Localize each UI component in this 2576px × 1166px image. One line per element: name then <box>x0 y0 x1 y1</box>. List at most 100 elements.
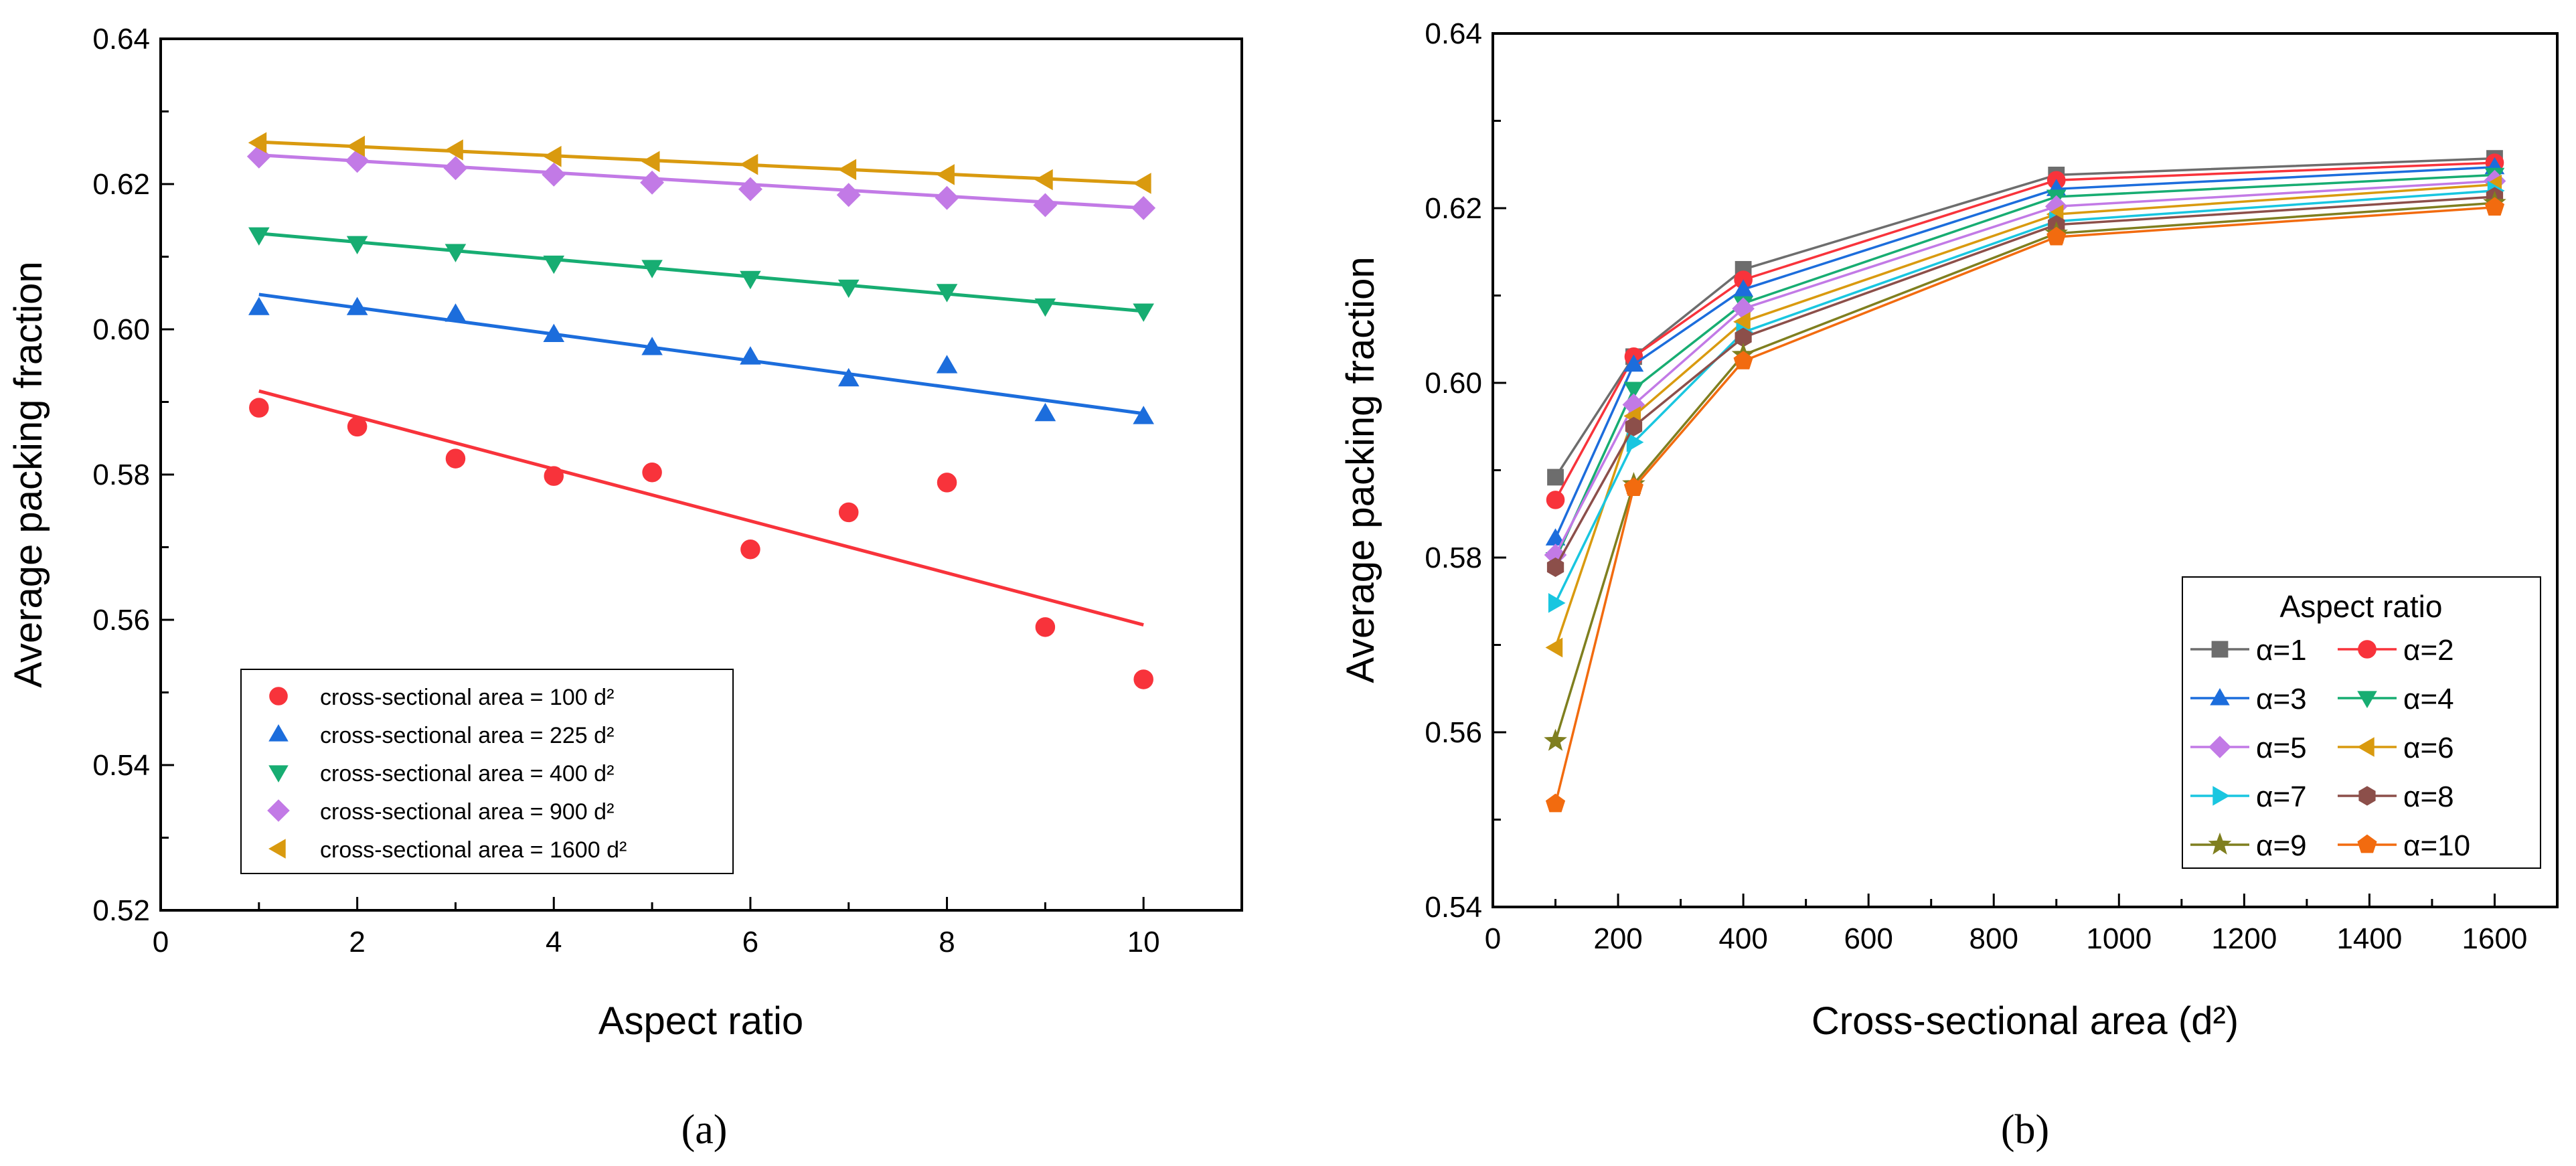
chart-b-xtick-label-400: 400 <box>1718 922 1767 955</box>
chart-b-ytick-label-0-58: 0.58 <box>1425 542 1482 574</box>
chart-a-point-5-9 <box>1034 169 1053 191</box>
chart-a-point-3-7 <box>837 279 860 299</box>
chart-a-point-5-6 <box>739 153 758 175</box>
chart-b-marks <box>1544 150 2506 813</box>
chart-a-point-5-4 <box>543 145 562 167</box>
chart-b-ytick-label-0-62: 0.62 <box>1425 192 1482 225</box>
chart-b-ytick-label-0-64: 0.64 <box>1425 17 1482 50</box>
chart-a-ytick-label-0-64: 0.64 <box>92 23 150 56</box>
chart-a-scatter: 0 2 4 6 8 10 0.52 0.54 0.56 0.58 0.60 0.62 0.64 Aspe… <box>7 23 1243 1153</box>
chart-a-point-1-6 <box>740 539 760 560</box>
chart-a-fit-line-4 <box>258 153 1144 210</box>
chart-b-legend-marker-10 <box>2357 834 2377 853</box>
chart-a-xtick-label-10: 10 <box>1127 926 1160 959</box>
chart-b-point-10-100 <box>1545 793 1566 813</box>
chart-a-panel-label: (a) <box>681 1107 728 1153</box>
chart-a-point-2-4 <box>543 323 565 342</box>
chart-a-ytick-label-0-52: 0.52 <box>92 894 150 927</box>
chart-b-legend-title: Aspect ratio <box>2280 589 2443 624</box>
chart-b-legend-marker-2 <box>2358 640 2377 659</box>
chart-b-ytick-label-0-54: 0.54 <box>1425 891 1482 924</box>
chart-a-ytick-label-0-60: 0.60 <box>92 313 150 346</box>
chart-a-legend-marker-5 <box>268 839 286 859</box>
chart-b-legend-marker-1 <box>2211 641 2229 658</box>
chart-b-point-7-225 <box>1626 432 1644 452</box>
chart-a-legend-label-3: cross-sectional area = 400 d² <box>320 761 614 786</box>
chart-b-point-7-100 <box>1548 593 1566 613</box>
chart-a-point-4-5 <box>640 170 665 195</box>
chart-a-point-2-1 <box>248 297 270 315</box>
chart-a-point-4-6 <box>738 177 762 201</box>
chart-b-point-1-100 <box>1547 469 1564 486</box>
chart-a-point-3-2 <box>346 236 368 255</box>
chart-b-legend-marker-8 <box>2358 786 2376 806</box>
chart-a-point-3-8 <box>936 284 958 303</box>
chart-a-point-1-10 <box>1133 669 1153 689</box>
chart-a-point-5-5 <box>641 151 660 173</box>
chart-b-ticks: 0 200 400 600 800 1000 1200 1400 1600 0.54 0.56 0.5… <box>1425 17 2559 955</box>
chart-b-ylabel: Average packing fraction <box>1339 256 1382 683</box>
chart-a-legend-marker-3 <box>268 765 289 783</box>
chart-b-legend-marker-5 <box>2208 736 2231 758</box>
chart-a-point-1-3 <box>445 448 466 469</box>
chart-b-panel-label: (b) <box>2001 1107 2049 1153</box>
chart-b-legend-label-10: α=10 <box>2403 829 2470 862</box>
chart-a-ytick-label-0-62: 0.62 <box>92 168 150 201</box>
chart-b-point-3-400 <box>1733 279 1753 297</box>
chart-b-legend-label-9: α=9 <box>2256 829 2307 862</box>
chart-b-legend-box <box>2182 576 2541 869</box>
chart-b-point-8-225 <box>1625 416 1643 436</box>
chart-a-point-4-9 <box>1033 193 1058 218</box>
chart-a-series-2 <box>248 293 1154 424</box>
chart-a-point-2-8 <box>936 355 958 373</box>
chart-b-legend-label-8: α=8 <box>2403 780 2454 813</box>
chart-a-point-1-5 <box>642 462 662 483</box>
chart-a-xtick-label-2: 2 <box>349 926 365 959</box>
chart-b-point-2-100 <box>1546 491 1565 509</box>
chart-a-point-1-2 <box>347 416 368 437</box>
chart-a-point-2-6 <box>740 346 761 365</box>
chart-a-point-4-8 <box>935 185 959 210</box>
chart-b-legend-marker-9 <box>2208 832 2232 855</box>
chart-a-point-5-2 <box>346 135 365 157</box>
chart-a-point-4-10 <box>1131 195 1156 220</box>
chart-a-legend-marker-4 <box>267 799 290 822</box>
chart-b-legend-label-3: α=3 <box>2256 683 2307 716</box>
chart-a-point-3-9 <box>1034 298 1056 317</box>
chart-b-xtick-label-1000: 1000 <box>2086 922 2152 955</box>
chart-a-ytick-label-0-54: 0.54 <box>92 749 150 782</box>
chart-a-series-3 <box>248 227 1154 322</box>
chart-b-legend-marker-3 <box>2210 687 2230 705</box>
chart-a-xtick-label-8: 8 <box>939 926 955 959</box>
chart-b-point-3-225 <box>1623 354 1644 372</box>
chart-a-fit-line-1 <box>258 389 1144 627</box>
chart-b-xtick-label-1200: 1200 <box>2211 922 2277 955</box>
chart-b-xtick-label-1600: 1600 <box>2462 922 2528 955</box>
chart-a-series-1 <box>249 389 1153 689</box>
chart-a-point-5-1 <box>248 132 267 153</box>
chart-b-legend-label-5: α=5 <box>2256 732 2307 764</box>
chart-a-point-2-9 <box>1034 402 1056 422</box>
chart-a-legend-marker-1 <box>269 687 288 705</box>
chart-b-xtick-label-800: 800 <box>1969 922 2018 955</box>
chart-b-xtick-label-200: 200 <box>1593 922 1642 955</box>
chart-b-legend-marker-4 <box>2357 691 2377 709</box>
chart-a-legend-label-2: cross-sectional area = 225 d² <box>320 723 614 748</box>
chart-b-legend-marker-6 <box>2356 737 2374 757</box>
chart-a-point-2-10 <box>1133 406 1154 424</box>
chart-a-fit-line-3 <box>258 232 1144 313</box>
chart-b-legend-label-4: α=4 <box>2403 683 2454 716</box>
chart-a-xtick-label-0: 0 <box>153 926 169 959</box>
chart-a-ytick-label-0-56: 0.56 <box>92 604 150 637</box>
chart-b-point-10-225 <box>1623 477 1643 496</box>
chart-a-series-5 <box>248 132 1151 194</box>
chart-a-series-4 <box>246 144 1156 220</box>
chart-a-point-4-4 <box>542 162 566 187</box>
chart-a-ticks: 0 2 4 6 8 10 0.52 0.54 0.56 0.58 0.60 0.62 0.64 <box>92 23 1243 959</box>
chart-a-point-4-3 <box>443 156 468 181</box>
chart-b-point-8-100 <box>1546 557 1564 577</box>
chart-a-point-3-6 <box>740 270 761 290</box>
chart-b-ytick-label-0-60: 0.60 <box>1425 367 1482 400</box>
chart-a-ylabel: Average packing fraction <box>7 261 50 687</box>
